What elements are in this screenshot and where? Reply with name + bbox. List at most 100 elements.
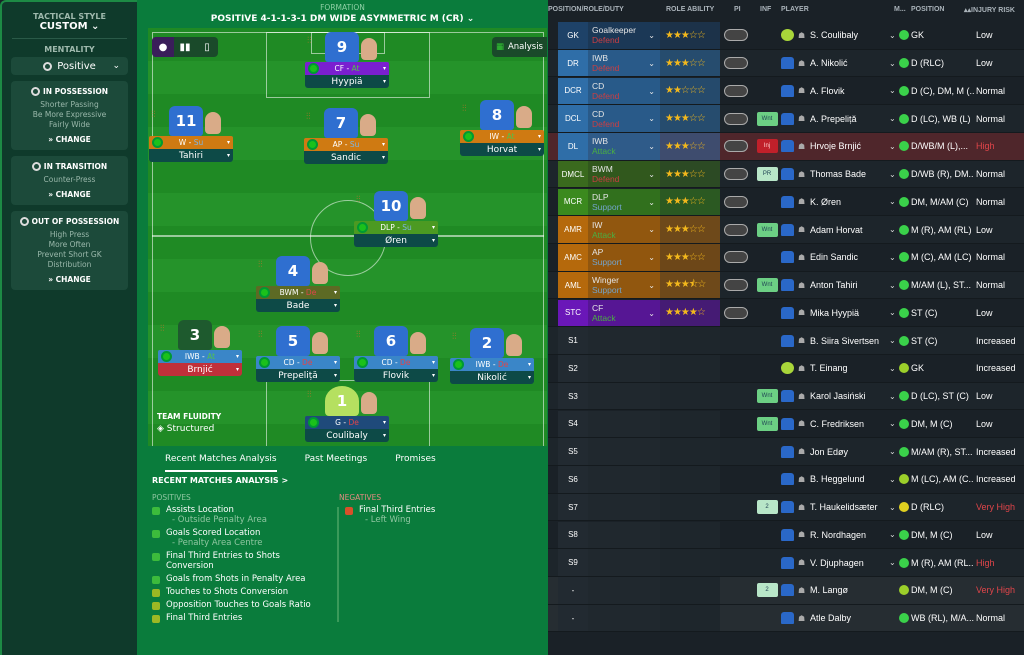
pitch-view-icon[interactable]: ▯ (204, 41, 210, 53)
player-dropdown-chevron[interactable]: ⌄ (889, 86, 896, 96)
table-row[interactable]: DCR CD Defend ⌄ ★★☆☆☆ ☗ A. Flovik ⌄ D (C), DM, M… (548, 77, 1024, 106)
stats-view-icon[interactable]: ▮▮ (179, 41, 191, 53)
role-duty-cell[interactable]: DLP Support ⌄ (588, 188, 660, 216)
role-duty-cell[interactable]: IW Attack ⌄ (588, 216, 660, 243)
table-row[interactable]: - 2 ☗ M. Langø DM, M (C) Very High (548, 577, 1024, 605)
player-instructions-button[interactable] (724, 22, 754, 49)
player-dropdown-chevron[interactable]: ⌄ (889, 474, 896, 484)
table-row[interactable]: DMCL BWM Defend ⌄ ★★★☆☆ PR ☗ Thomas Bade ⌄ D/WB (… (548, 160, 1024, 189)
player-name[interactable]: S. Coulibaly (810, 30, 859, 41)
player-name-bar[interactable]: Tahiri ▾ (149, 149, 233, 162)
player-instructions-button[interactable] (724, 50, 754, 77)
player-name[interactable]: C. Fredriksen (810, 418, 865, 429)
player-name[interactable]: B. Heggelund (810, 474, 865, 485)
role-bar[interactable]: DLP - Su ▾ (354, 221, 438, 234)
role-duty-cell[interactable]: CD Defend ⌄ (588, 77, 660, 105)
table-row[interactable]: S9 ☗ V. Djuphagen ⌄ M (R), AM (RL... High (548, 549, 1024, 577)
table-row[interactable]: GK Goalkeeper Defend ⌄ ★★★☆☆ ☗ S. Coulibaly ⌄ GK… (548, 22, 1024, 50)
player-name-bar[interactable]: Brnjić ▾ (158, 363, 242, 376)
table-row[interactable]: DL IWB Attack ⌄ ★★★☆☆ Inj ☗ Hrvoje Brnjić ⌄ D/WB/… (548, 133, 1024, 161)
header-injury-risk[interactable]: ▴▴INJURY RISK (964, 6, 1015, 14)
player-name-bar[interactable]: Bade ▾ (256, 299, 340, 312)
player-instructions-button[interactable] (724, 133, 754, 160)
role-duty-cell[interactable]: Winger Support ⌄ (588, 271, 660, 299)
player-dropdown-chevron[interactable]: ⌄ (889, 197, 896, 207)
player-card[interactable]: AP - Su ▾ Sandic ▾ (304, 138, 388, 164)
player-name[interactable]: K. Øren (810, 196, 842, 207)
table-row[interactable]: S4 Wnt ☗ C. Fredriksen ⌄ DM, M (C) Low (548, 410, 1024, 439)
header-position[interactable]: POSITION (911, 6, 945, 13)
player-name[interactable]: Anton Tahiri (810, 280, 858, 291)
table-row[interactable]: S5 ☗ Jon Edøy ⌄ M/AM (R), ST... Increased (548, 438, 1024, 466)
table-row[interactable]: S3 Wnt ☗ Karol Jasiński ⌄ D (LC), ST (C) Low (548, 382, 1024, 411)
player-name-bar[interactable]: Horvat ▾ (460, 143, 544, 156)
role-bar[interactable]: IW - At ▾ (460, 130, 544, 143)
player-instructions-button[interactable] (724, 161, 754, 188)
player-name-bar[interactable]: Hyypiä ▾ (305, 75, 389, 88)
mentality-dropdown[interactable]: Positive ⌄ (11, 57, 128, 75)
player-name-bar[interactable]: Sandic ▾ (304, 151, 388, 164)
player-view-icon[interactable]: ● (152, 37, 174, 57)
role-duty-cell[interactable]: CF Attack ⌄ (588, 299, 660, 327)
player-card[interactable]: CD - De ▾ Flovik ▾ (354, 356, 438, 382)
player-name[interactable]: Karol Jasiński (810, 391, 866, 402)
player-card[interactable]: IW - At ▾ Horvat ▾ (460, 130, 544, 156)
player-dropdown-chevron[interactable]: ⌄ (889, 530, 896, 540)
role-bar[interactable]: CD - De ▾ (256, 356, 340, 369)
player-name[interactable]: A. Flovik (810, 85, 845, 96)
player-name[interactable]: T. Haukelidsæter (810, 502, 878, 513)
player-dropdown-chevron[interactable]: ⌄ (889, 447, 896, 457)
player-dropdown-chevron[interactable]: ⌄ (889, 58, 896, 68)
header-role-ability[interactable]: ROLE ABILITY (666, 6, 715, 13)
player-dropdown-chevron[interactable]: ⌄ (889, 141, 896, 151)
player-name-bar[interactable]: Prepeliță ▾ (256, 369, 340, 382)
player-dropdown-chevron[interactable]: ⌄ (889, 558, 896, 568)
header-pi[interactable]: PI (734, 6, 741, 13)
tab-past-meetings[interactable]: Past Meetings (304, 454, 368, 464)
role-duty-cell[interactable]: IWB Attack ⌄ (588, 133, 660, 160)
tab-recent-matches-analysis[interactable]: Recent Matches Analysis (165, 454, 277, 472)
change-button[interactable]: » CHANGE (14, 135, 125, 144)
player-dropdown-chevron[interactable]: ⌄ (889, 419, 896, 429)
player-name[interactable]: V. Djuphagen (810, 557, 864, 568)
table-row[interactable]: STC CF Attack ⌄ ★★★★☆ ☗ Mika Hyypiä ⌄ ST (C) Low (548, 299, 1024, 328)
table-row[interactable]: AMR IW Attack ⌄ ★★★☆☆ Wnt ☗ Adam Horvat ⌄ M (R), … (548, 216, 1024, 244)
player-dropdown-chevron[interactable]: ⌄ (889, 252, 896, 262)
player-name[interactable]: R. Nordhagen (810, 529, 867, 540)
role-bar[interactable]: CF - At ▾ (305, 62, 389, 75)
player-dropdown-chevron[interactable]: ⌄ (889, 280, 896, 290)
player-card[interactable]: IWB - De ▾ Nikolić ▾ (450, 358, 534, 384)
table-row[interactable]: DR IWB Defend ⌄ ★★★☆☆ ☗ A. Nikolić ⌄ D (RLC) Low (548, 49, 1024, 78)
analysis-button[interactable]: ▦ Analysis (491, 37, 547, 57)
header-morale[interactable]: M... (894, 6, 906, 13)
role-bar[interactable]: CD - De ▾ (354, 356, 438, 369)
table-row[interactable]: S7 2 ☗ T. Haukelidsæter ⌄ D (RLC) Very High (548, 493, 1024, 522)
player-instructions-button[interactable] (724, 105, 754, 132)
player-dropdown-chevron[interactable]: ⌄ (889, 363, 896, 373)
player-name[interactable]: A. Nikolić (810, 58, 848, 69)
player-instructions-button[interactable] (724, 189, 754, 216)
player-name[interactable]: Atle Dalby (810, 613, 852, 624)
player-dropdown-chevron[interactable]: ⌄ (889, 225, 896, 235)
player-name-bar[interactable]: Øren ▾ (354, 234, 438, 247)
header-position-role-duty[interactable]: POSITION/ROLE/DUTY (548, 6, 624, 13)
header-inf[interactable]: INF (760, 6, 772, 13)
player-card[interactable]: W - Su ▾ Tahiri ▾ (149, 136, 233, 162)
player-name[interactable]: Adam Horvat (810, 224, 863, 235)
role-bar[interactable]: W - Su ▾ (149, 136, 233, 149)
player-name-bar[interactable]: Coulibaly ▾ (305, 429, 389, 442)
table-row[interactable]: S6 ☗ B. Heggelund ⌄ M (LC), AM (C... Increase… (548, 466, 1024, 494)
role-bar[interactable]: BWM - De ▾ (256, 286, 340, 299)
role-duty-cell[interactable]: IWB Defend ⌄ (588, 49, 660, 77)
player-card[interactable]: CF - At ▾ Hyypiä ▾ (305, 62, 389, 88)
player-name[interactable]: Mika Hyypiä (810, 307, 860, 318)
player-card[interactable]: BWM - De ▾ Bade ▾ (256, 286, 340, 312)
role-bar[interactable]: AP - Su ▾ (304, 138, 388, 151)
player-instructions-button[interactable] (724, 272, 754, 299)
table-row[interactable]: S8 ☗ R. Nordhagen ⌄ DM, M (C) Low (548, 521, 1024, 550)
table-row[interactable]: AML Winger Support ⌄ ★★★⯪☆ Wnt ☗ Anton Tahiri ⌄ M… (548, 271, 1024, 300)
player-dropdown-chevron[interactable]: ⌄ (889, 502, 896, 512)
player-dropdown-chevron[interactable]: ⌄ (889, 114, 896, 124)
player-name[interactable]: Jon Edøy (810, 446, 849, 457)
role-duty-cell[interactable]: AP Support ⌄ (588, 244, 660, 271)
